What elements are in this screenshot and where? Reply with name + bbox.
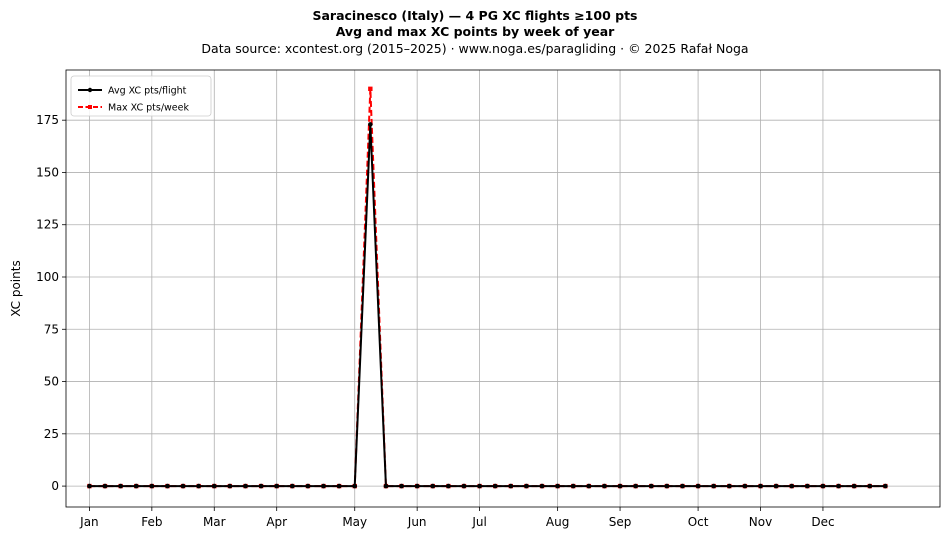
- data-point: [742, 483, 748, 489]
- data-point: [399, 483, 404, 489]
- data-point: [555, 483, 560, 489]
- x-tick-label: Feb: [141, 515, 162, 529]
- data-point: [102, 483, 108, 489]
- data-point: [711, 483, 716, 489]
- x-tick-label: Oct: [688, 515, 709, 529]
- y-tick-label: 25: [44, 427, 59, 441]
- data-point: [617, 483, 623, 489]
- data-point: [586, 483, 592, 489]
- series-line: [89, 123, 886, 488]
- chart-title: Saracinesco (Italy) — 4 PG XC flights ≥1…: [312, 8, 638, 23]
- data-point: [477, 483, 482, 489]
- x-tick-label: May: [342, 515, 367, 529]
- data-point: [243, 483, 248, 489]
- data-source-note: Data source: xcontest.org (2015–2025) · …: [201, 41, 749, 56]
- data-point: [336, 483, 342, 489]
- y-tick-label: 0: [51, 479, 59, 493]
- data-point: [305, 483, 311, 489]
- data-point: [368, 122, 373, 127]
- x-tick-label: Apr: [266, 515, 287, 529]
- y-tick-label: 50: [44, 375, 59, 389]
- x-tick-label: Mar: [203, 515, 226, 529]
- data-point: [633, 483, 638, 489]
- data-point: [883, 483, 888, 489]
- legend-label: Avg XC pts/flight: [108, 86, 187, 97]
- data-point: [508, 483, 514, 489]
- x-tick-label: Jul: [471, 515, 486, 529]
- y-tick-label: 125: [36, 218, 59, 232]
- legend-marker: [87, 87, 93, 93]
- y-tick-label: 150: [36, 165, 59, 179]
- series-max: [87, 86, 888, 489]
- data-point: [867, 483, 873, 489]
- data-point: [290, 483, 295, 489]
- legend: Avg XC pts/flight Max XC pts/week: [70, 75, 212, 117]
- data-point: [118, 483, 123, 489]
- data-point: [368, 86, 373, 92]
- data-point: [820, 483, 826, 489]
- data-point: [570, 483, 576, 489]
- data-point: [321, 483, 326, 489]
- x-tick-label: Dec: [811, 515, 834, 529]
- data-point: [352, 483, 358, 489]
- series-avg: [87, 122, 888, 489]
- chart-subtitle: Avg and max XC points by week of year: [335, 24, 615, 39]
- data-point: [836, 483, 841, 489]
- series-line: [89, 87, 886, 488]
- data-point: [227, 483, 233, 489]
- chart-titles: Saracinesco (Italy) — 4 PG XC flights ≥1…: [0, 8, 950, 57]
- legend-label: Max XC pts/week: [108, 103, 189, 114]
- data-point: [695, 483, 701, 489]
- data-point: [180, 483, 186, 489]
- data-point: [165, 483, 170, 489]
- x-tick-label: Nov: [749, 515, 772, 529]
- data-point: [727, 483, 732, 489]
- data-point: [274, 483, 279, 489]
- data-point: [539, 483, 545, 489]
- data-point: [196, 483, 201, 489]
- data-point: [524, 483, 529, 489]
- data-point: [492, 483, 498, 489]
- plot-frame: [65, 69, 941, 508]
- data-point: [133, 483, 139, 489]
- legend-box: [70, 75, 212, 117]
- y-axis: 0 25 50 75 100 125 150 175: [36, 113, 66, 493]
- data-point: [664, 483, 670, 489]
- grid-lines: [66, 70, 940, 507]
- x-tick-label: Jun: [407, 515, 427, 529]
- data-point: [383, 483, 389, 489]
- data-point: [461, 483, 467, 489]
- data-point: [149, 483, 155, 489]
- data-point: [211, 483, 217, 489]
- data-point: [851, 483, 857, 489]
- y-axis-label: XC points: [9, 260, 23, 316]
- x-tick-label: Aug: [546, 515, 569, 529]
- data-point: [648, 483, 654, 489]
- legend-marker: [88, 105, 92, 109]
- x-tick-label: Jan: [79, 515, 99, 529]
- data-point: [602, 483, 607, 489]
- x-axis: Jan Feb Mar Apr May Jun Jul Aug Sep Oct Nov Dec: [79, 507, 835, 529]
- data-point: [430, 483, 436, 489]
- x-tick-label: Sep: [609, 515, 632, 529]
- data-point: [773, 483, 779, 489]
- data-point: [758, 483, 763, 489]
- data-point: [789, 483, 795, 489]
- y-tick-label: 175: [36, 113, 59, 127]
- data-point: [414, 483, 420, 489]
- data-point: [805, 483, 810, 489]
- data-point: [258, 483, 264, 489]
- data-point: [680, 483, 685, 489]
- data-point: [87, 483, 92, 489]
- data-point: [446, 483, 451, 489]
- y-tick-label: 75: [44, 322, 59, 336]
- y-tick-label: 100: [36, 270, 59, 284]
- series-group: [87, 86, 888, 489]
